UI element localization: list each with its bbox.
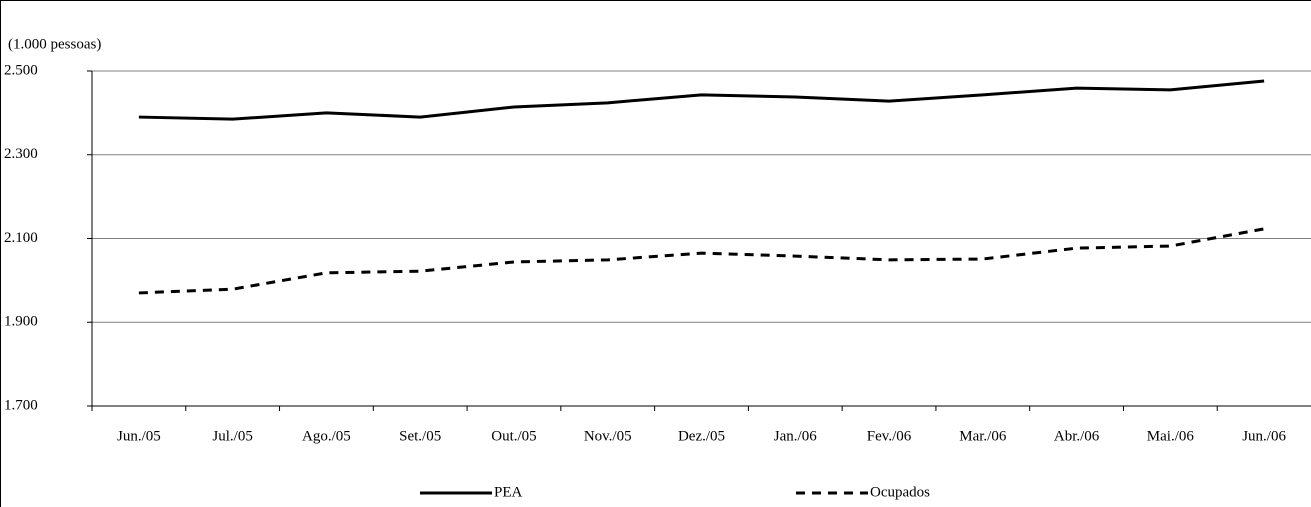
x-tick-label: Jan./06 — [774, 428, 817, 444]
y-tick-label: 1.900 — [4, 314, 38, 330]
x-tick-label: Jun./05 — [117, 428, 161, 444]
unit-label: (1.000 pessoas) — [8, 36, 101, 52]
x-tick-label: Dez./05 — [678, 428, 725, 444]
y-tick-label: 2.100 — [4, 230, 38, 246]
legend-label: Ocupados — [870, 484, 930, 500]
line-series — [138, 79, 1265, 121]
x-tick-label: Abr./06 — [1054, 428, 1100, 444]
x-tick-label: Mar./06 — [959, 428, 1007, 444]
x-tick-label: Ago./05 — [302, 428, 351, 444]
x-tick-label: Jul./05 — [212, 428, 252, 444]
y-tick-label: 2.500 — [4, 62, 38, 78]
y-tick-label: 1.700 — [4, 397, 38, 413]
x-tick-label: Jun./06 — [1242, 428, 1286, 444]
line-series — [138, 227, 1265, 295]
x-tick-label: Out./05 — [491, 428, 536, 444]
x-tick-label: Nov./05 — [584, 428, 632, 444]
x-tick-label: Fev./06 — [867, 428, 912, 444]
y-tick-label: 2.300 — [4, 146, 38, 162]
x-tick-label: Mai./06 — [1147, 428, 1195, 444]
legend-label: PEA — [494, 484, 523, 500]
x-tick-label: Set./05 — [399, 428, 441, 444]
